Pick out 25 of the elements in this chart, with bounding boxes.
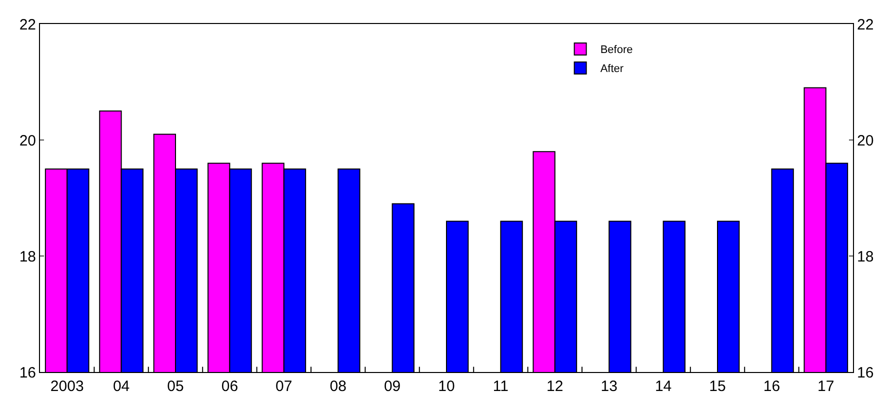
x-tick-label: 12	[546, 378, 564, 395]
y-tick-label: 18	[19, 248, 36, 266]
x-tick-label: 06	[221, 378, 238, 395]
legend-label: Before	[600, 44, 633, 56]
x-tick-label: 17	[818, 378, 834, 395]
x-tick-label: 14	[654, 378, 672, 395]
y2-tick-label: 16	[857, 364, 874, 382]
legend-label: After	[600, 63, 624, 76]
x-tick-label: 04	[112, 378, 130, 395]
y-tick-label: 22	[19, 16, 36, 34]
y2-tick-label: 20	[857, 132, 874, 150]
x-tick-label: 05	[167, 378, 184, 395]
x-tick-label: 08	[330, 378, 346, 395]
x-tick-label: 10	[438, 378, 455, 395]
y2-tick-label: 18	[857, 248, 874, 266]
x-tick-label: 2003	[50, 378, 84, 395]
y2-tick-label: 22	[857, 16, 874, 34]
x-tick-label: 09	[384, 378, 401, 395]
x-tick-label: 13	[600, 378, 618, 395]
x-tick-label: 07	[276, 378, 292, 395]
x-tick-label: 11	[492, 378, 508, 395]
y-tick-label: 16	[19, 364, 36, 382]
x-tick-label: 16	[763, 378, 780, 395]
x-tick-label: 15	[709, 378, 726, 395]
y-tick-label: 20	[19, 132, 36, 150]
